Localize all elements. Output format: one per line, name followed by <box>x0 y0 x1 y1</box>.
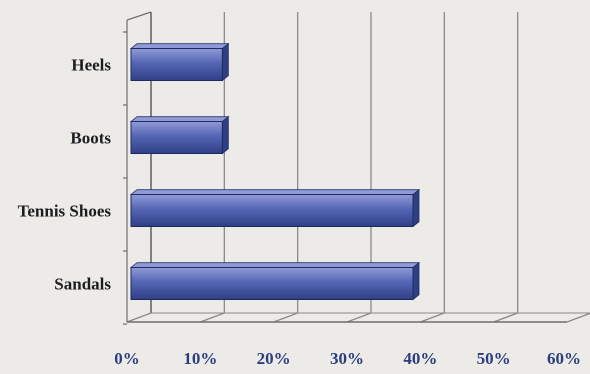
x-axis <box>127 312 590 323</box>
bar-heels <box>129 42 230 82</box>
category-label: Boots <box>70 129 111 148</box>
bar-boots <box>129 115 230 155</box>
x-tick-label: 30% <box>330 349 364 368</box>
x-tick-label: 40% <box>403 349 437 368</box>
bars <box>129 42 421 301</box>
x-tick-label: 20% <box>257 349 291 368</box>
x-tick-label: 10% <box>183 349 217 368</box>
x-tick-label: 60% <box>547 349 581 368</box>
x-tick-label: 50% <box>477 349 511 368</box>
bar-sandals <box>129 261 421 301</box>
bar-tennis-shoes <box>129 188 421 228</box>
gridline <box>493 12 519 323</box>
category-label: Sandals <box>54 275 111 294</box>
category-label: Tennis Shoes <box>18 202 112 221</box>
gridline <box>566 312 590 323</box>
category-label: Heels <box>71 56 111 75</box>
x-tick-label: 0% <box>114 349 140 368</box>
labels: Heels Boots Tennis Shoes Sandals 0% 10% 20% 30%… <box>18 56 581 369</box>
gridline <box>420 12 445 323</box>
